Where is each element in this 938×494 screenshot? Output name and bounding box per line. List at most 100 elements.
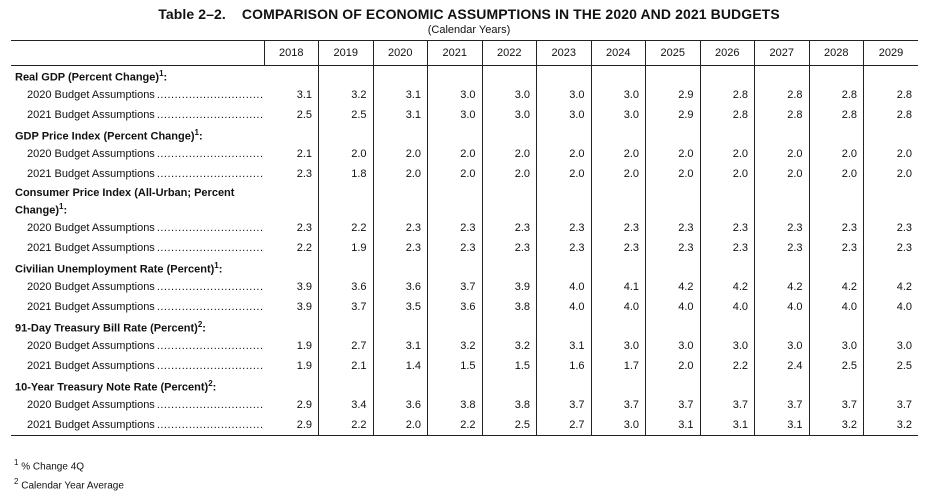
value-cell: 3.6 (318, 277, 374, 297)
value-cell: 2.0 (809, 144, 864, 164)
value-cell: 2.0 (427, 164, 483, 184)
footnote-mark: 1 (159, 69, 164, 79)
value-cell: 3.1 (264, 85, 319, 105)
value-cell: 2.2 (264, 238, 319, 258)
value-cell: 3.0 (536, 105, 592, 125)
empty-cell (373, 376, 428, 395)
value-cell: 3.7 (700, 395, 755, 415)
value-cell: 1.6 (536, 356, 592, 376)
empty-cell (264, 184, 319, 218)
empty-cell (536, 65, 592, 85)
empty-cell (700, 258, 755, 277)
footnote-mark: 2 (197, 320, 203, 330)
value-cell: 3.7 (645, 395, 701, 415)
empty-cell (318, 376, 374, 395)
table-title: Table 2–2. COMPARISON OF ECONOMIC ASSUMPT… (0, 6, 938, 22)
empty-cell (645, 65, 701, 85)
leader-dots: ........................................… (156, 168, 264, 180)
table-title-text: COMPARISON OF ECONOMIC ASSUMPTIONS IN TH… (241, 6, 780, 22)
value-cell: 2.0 (373, 164, 428, 184)
footnote: 1 % Change 4Q (14, 455, 124, 474)
value-cell: 2.8 (754, 85, 810, 105)
value-cell: 2.8 (700, 105, 755, 125)
value-cell: 2.0 (645, 164, 701, 184)
value-cell: 2.0 (896, 168, 912, 180)
value-cell: 3.7 (809, 395, 864, 415)
value-cell: 1.9 (264, 356, 319, 376)
value-cell: 3.7 (427, 277, 483, 297)
value-cell: 3.2 (482, 336, 537, 356)
value-cell: 2.0 (536, 164, 592, 184)
value-cell: 2.7 (318, 336, 374, 356)
row-label-cell: 2021 Budget Assumptions.................… (11, 105, 264, 125)
value-cell: 1.5 (482, 356, 537, 376)
value-cell: 3.8 (482, 297, 537, 317)
empty-cell (754, 317, 810, 336)
year-header: 2028 (808, 40, 864, 66)
section-title-text: 91-Day Treasury Bill Rate (Percent) (15, 323, 198, 335)
row-label: 2021 Budget Assumptions (27, 301, 155, 313)
section-title-text: Real GDP (Percent Change) (15, 72, 160, 84)
year-header: 2027 (754, 40, 809, 66)
section-title-text: Consumer Price Index (All-Urban; Percent (15, 187, 235, 200)
empty-cell (318, 125, 374, 144)
empty-cell (864, 184, 919, 218)
value-cell: 3.7 (591, 395, 646, 415)
value-cell: 1.8 (318, 164, 374, 184)
value-cell: 3.9 (482, 277, 537, 297)
value-cell: 2.3 (754, 238, 810, 258)
value-cell: 4.0 (536, 297, 592, 317)
value-cell: 2.3 (896, 222, 912, 234)
value-cell: 2.0 (754, 144, 810, 164)
empty-cell (754, 125, 810, 144)
value-cell: 3.2 (427, 336, 483, 356)
empty-cell (427, 65, 483, 85)
row-label-cell: 2021 Budget Assumptions.................… (11, 415, 264, 436)
row-label: 2021 Budget Assumptions (27, 419, 155, 431)
empty-cell (700, 65, 755, 85)
value-cell: 4.2 (809, 277, 864, 297)
empty-cell (754, 184, 810, 218)
leader-dots: ........................................… (156, 222, 264, 234)
value-cell: 3.8 (427, 395, 483, 415)
value-cell: 2.0 (896, 148, 912, 160)
value-cell: 1.9 (264, 336, 319, 356)
value-cell: 2.0 (373, 415, 428, 436)
empty-cell (645, 376, 701, 395)
empty-cell (864, 125, 919, 144)
footnote-number: 2 (14, 477, 19, 487)
table-row: 2021 Budget Assumptions.................… (11, 356, 918, 376)
value-cell: 3.9 (264, 297, 319, 317)
row-label: 2020 Budget Assumptions (27, 340, 155, 352)
value-cell: 3.2 (863, 415, 918, 436)
value-cell: 4.2 (896, 281, 912, 293)
value-cell: 2.0 (318, 144, 374, 164)
empty-cell (373, 258, 428, 277)
value-cell: 2.3 (264, 164, 319, 184)
section-title-text: 10-Year Treasury Note Rate (Percent) (15, 382, 209, 394)
empty-cell (318, 184, 374, 218)
table-row: 2021 Budget Assumptions.................… (11, 164, 918, 184)
footnote-text: % Change 4Q (21, 461, 85, 473)
row-label-cell: 2021 Budget Assumptions.................… (11, 164, 264, 184)
value-cell: 3.7 (318, 297, 374, 317)
value-cell: 4.1 (591, 277, 646, 297)
value-cell: 2.4 (754, 356, 810, 376)
row-label: 2020 Budget Assumptions (27, 222, 155, 234)
value-cell: 2.8 (896, 89, 912, 101)
table-number: Table 2–2. (158, 6, 226, 22)
value-cell: 3.9 (264, 277, 319, 297)
empty-cell (318, 317, 374, 336)
value-cell: 3.0 (896, 340, 912, 352)
value-cell: 2.3 (373, 218, 428, 238)
footnotes: 1 % Change 4Q 2 Calendar Year Average (14, 455, 124, 494)
value-cell: 2.8 (809, 105, 864, 125)
empty-cell (373, 317, 428, 336)
empty-cell (809, 376, 864, 395)
leader-dots: ........................................… (156, 148, 264, 160)
value-cell: 2.3 (264, 218, 319, 238)
value-cell: 2.3 (536, 238, 592, 258)
value-cell: 4.0 (645, 297, 701, 317)
year-header: 2021 (427, 40, 482, 66)
empty-cell (264, 65, 319, 85)
